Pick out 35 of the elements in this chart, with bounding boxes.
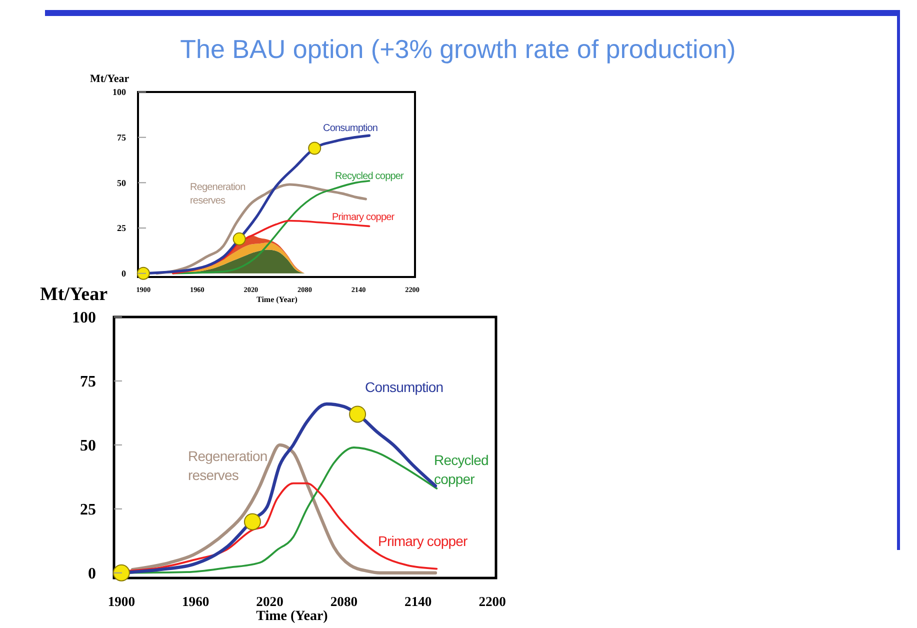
series-label: Regeneration reserves [188, 448, 268, 483]
point [349, 406, 366, 423]
y-tick-label: 75 [117, 132, 126, 142]
series-label: Consumption [365, 379, 444, 395]
y-tick-label: 100 [72, 310, 96, 327]
y-tick-label: 25 [117, 223, 126, 234]
point [112, 564, 130, 582]
series-label: Consumption [323, 123, 378, 134]
x-tick-label: 2200 [478, 594, 506, 609]
x-tick-label: 1960 [182, 594, 210, 609]
y-tick-label: 0 [122, 268, 126, 279]
point [232, 232, 246, 246]
series-label: Regeneration reserves [190, 182, 246, 206]
y-axis-title: Mt/Year [90, 73, 130, 85]
chart-title: The BAU option (+3% growth rate of production) [180, 34, 736, 64]
series-label: Primary copper [332, 212, 396, 223]
series-label: Primary copper [378, 533, 468, 549]
x-tick-label: 2140 [404, 594, 432, 609]
y-tick-label: 25 [80, 502, 96, 519]
x-axis-title: Time (Year) [256, 609, 328, 624]
x-tick-label: 2020 [256, 594, 284, 609]
x-tick-label: 2080 [330, 594, 358, 609]
point [308, 142, 322, 155]
y-tick-label: 100 [112, 87, 126, 98]
y-axis-title: Mt/Year [40, 284, 108, 305]
series-label: Recycled copper [335, 171, 405, 182]
y-tick-label: 75 [80, 374, 96, 391]
point [244, 513, 261, 530]
y-tick-label: 0 [88, 565, 96, 582]
series-label: Recycled copper [434, 452, 488, 487]
y-tick-label: 50 [80, 438, 96, 455]
point [136, 266, 150, 280]
x-axis-title: Time (Year) [256, 295, 298, 304]
x-tick-label: 1900 [108, 594, 136, 609]
y-tick-label: 50 [117, 178, 126, 188]
